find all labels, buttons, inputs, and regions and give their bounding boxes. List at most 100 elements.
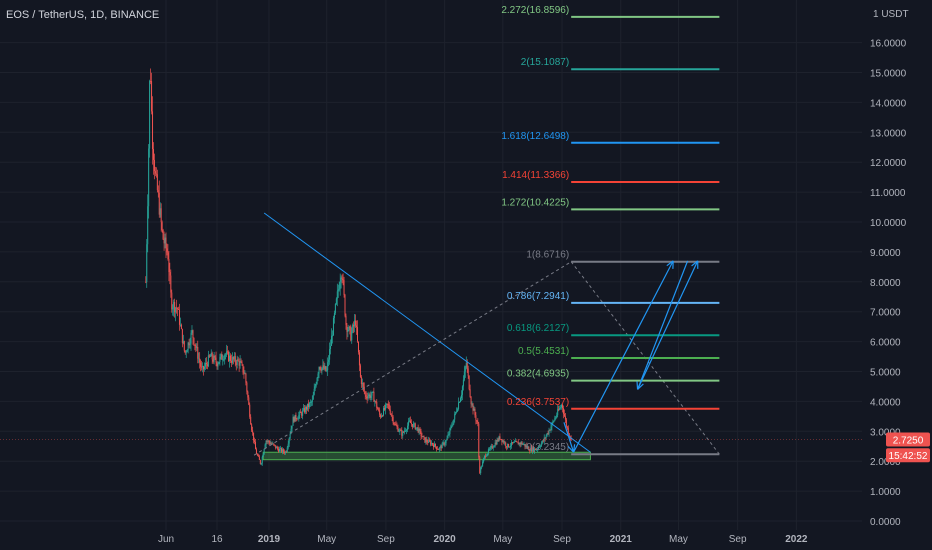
candle-body [362,382,364,387]
candle-body [167,252,169,260]
candle-body [455,412,457,414]
candle-body [306,407,308,410]
candle-body [382,415,384,417]
fib-level-label: 1.414(11.3366) [502,170,569,181]
candle-body [159,208,161,215]
time-tick-label: May [669,534,688,545]
candle-body [501,439,503,442]
drawing-lines [253,212,720,456]
candle-body [515,441,517,442]
candle-body [527,447,529,448]
candle-body [380,414,382,418]
candle-body [155,173,157,175]
price-axis: 1 USDT 16.0000 15.0000 14.0000 13.0000 12.000… [862,0,932,550]
candle-body [187,342,189,351]
candle-body [409,420,411,424]
candle-body [240,361,242,363]
candle-body [381,415,383,418]
candle-body [426,439,428,442]
candle-body [415,427,417,430]
candle-body [375,401,377,403]
candle-body [299,411,301,415]
candle-body [441,443,443,449]
candle-body [310,402,312,403]
candle-body [145,281,147,283]
candle-body [497,439,499,441]
candle-body [203,366,205,370]
candle-body [296,419,298,420]
time-axis-background [0,530,862,550]
candle-body [565,419,567,427]
candle-body [235,362,237,365]
candle-body [250,416,252,425]
candle-body [566,426,568,428]
candle-body [456,411,458,413]
support-zone [262,451,591,461]
candle-body [218,361,220,364]
candle-body [511,442,513,444]
candle-body [468,375,470,390]
candle-body [214,356,216,358]
candle-body [366,396,368,399]
candle-body [344,294,346,316]
price-tick-label: 8.0000 [870,278,901,289]
candle-body [311,399,313,403]
candle-body [185,352,187,353]
candle-body [385,403,387,405]
candle-body [232,357,234,360]
candle-body [524,444,526,447]
candle-body [274,444,276,446]
candle-body [243,372,245,374]
candle-body [414,423,416,430]
candle-body [285,451,287,453]
candle-body [349,326,351,328]
candle-body [280,448,282,452]
candle-body [550,426,552,431]
candle-body [212,359,214,362]
candle-body [164,237,166,244]
candle-body [354,320,356,327]
candle-body [337,289,339,292]
candle-body [247,391,249,398]
candle-body [357,341,359,353]
candle-body [306,403,308,410]
candle-body [442,442,444,444]
candle-body [548,429,550,434]
arrow-head [636,381,639,390]
candle-body [532,447,534,452]
candle-body [256,454,258,456]
candle-body [318,367,320,374]
candle-body [360,376,362,385]
candle-body [255,441,257,450]
candle-body [255,449,257,455]
candle-body [399,430,401,432]
candle-body [161,222,163,230]
candle-body [327,362,329,371]
price-tick-label: 3.0000 [870,427,901,438]
price-tick-label: 15.0000 [870,69,907,80]
candle-body [534,448,536,452]
candle-body [531,447,533,452]
candle-body [553,420,555,422]
candle-body [241,362,243,365]
candle-body [465,362,467,368]
candle-body [554,418,556,421]
candle-body [514,441,516,443]
candle-body [198,358,200,360]
time-tick-label: Jun [158,534,174,545]
candle-body [551,422,553,427]
candle-body [454,413,456,420]
candle-body [220,354,222,357]
candle-body [267,440,269,442]
candle-body [302,410,304,416]
candle-body [433,444,435,448]
candle-body [355,320,357,326]
candle-body [279,448,281,452]
candle-body [275,445,277,449]
candle-body [153,159,155,171]
candle-body [483,458,485,462]
candle-body [252,430,254,433]
arrow-shaft [563,422,575,453]
candle-body [308,402,310,408]
